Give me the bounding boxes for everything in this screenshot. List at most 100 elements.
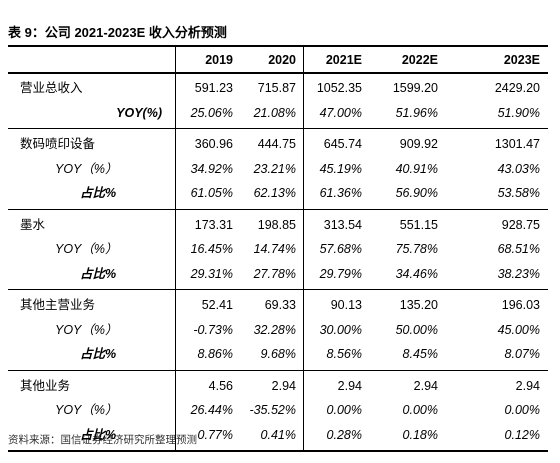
row-label: 占比% [80, 266, 117, 281]
cell-value: 51.96% [395, 105, 438, 120]
cell-value: 909.92 [399, 137, 438, 151]
cell-value: 38.23% [497, 266, 540, 281]
cell-value: 0.18% [402, 427, 438, 442]
cell-value: 8.45% [402, 347, 438, 361]
cell-value: 173.31 [194, 217, 233, 232]
cell-value: -35.52% [249, 403, 296, 417]
cell-value: 34.92% [190, 161, 233, 176]
cell-value: 551.15 [399, 217, 438, 232]
group-rule [8, 369, 548, 371]
cell-value: 16.45% [190, 242, 233, 256]
cell-value: 14.74% [253, 242, 296, 256]
row-label: 数码喷印设备 [20, 137, 96, 151]
cell-value: 0.12% [504, 427, 540, 442]
cell-value: 61.36% [319, 186, 362, 200]
cell-value: 591.23 [194, 81, 233, 95]
row-label: 占比% [80, 186, 117, 200]
row-label: YOY（%） [55, 242, 118, 256]
cell-value: 0.77% [197, 427, 233, 442]
cell-value: 45.00% [497, 322, 540, 337]
cell-value: 0.28% [326, 427, 362, 442]
top-rule [8, 45, 548, 47]
column-header: 2023E [503, 53, 540, 67]
row-label: YOY（%） [55, 161, 118, 176]
cell-value: 32.28% [253, 322, 296, 337]
cell-value: 1599.20 [392, 81, 438, 95]
row-label: YOY（%） [55, 403, 118, 417]
cell-value: 1301.47 [494, 137, 540, 151]
cell-value: 29.79% [319, 266, 362, 281]
row-label: YOY（%） [55, 322, 118, 337]
cell-value: -0.73% [193, 322, 233, 337]
cell-value: 715.87 [257, 81, 296, 95]
cell-value: 50.00% [395, 322, 438, 337]
cell-value: 43.03% [497, 161, 540, 176]
row-label: YOY(%) [116, 105, 162, 120]
group-rule [8, 208, 548, 210]
cell-value: 196.03 [501, 298, 540, 312]
row-label: 营业总收入 [20, 81, 83, 95]
cell-value: 53.58% [497, 186, 540, 200]
group-rule [8, 128, 548, 129]
column-divider [175, 46, 176, 450]
cell-value: 2.94 [515, 378, 540, 393]
cell-value: 135.20 [399, 298, 438, 312]
header-rule [8, 72, 548, 74]
row-label: 占比% [80, 347, 117, 361]
cell-value: 56.90% [395, 186, 438, 200]
row-label: 其他业务 [20, 378, 71, 393]
cell-value: 198.85 [257, 217, 296, 232]
cell-value: 1052.35 [316, 81, 362, 95]
cell-value: 26.44% [190, 403, 233, 417]
cell-value: 40.91% [395, 161, 438, 176]
cell-value: 0.41% [260, 427, 296, 442]
cell-value: 57.68% [319, 242, 362, 256]
cell-value: 45.19% [319, 161, 362, 176]
cell-value: 2.94 [271, 378, 296, 393]
cell-value: 2.94 [337, 378, 362, 393]
cell-value: 8.56% [326, 347, 362, 361]
cell-value: 30.00% [319, 322, 362, 337]
column-header: 2022E [401, 53, 438, 67]
cell-value: 0.00% [326, 403, 362, 417]
cell-value: 645.74 [323, 137, 362, 151]
cell-value: 27.78% [253, 266, 296, 281]
cell-value: 0.00% [504, 403, 540, 417]
cell-value: 34.46% [395, 266, 438, 281]
source-note: 资料来源：国信证券经济研究所整理预测 [8, 434, 197, 446]
cell-value: 444.75 [257, 137, 296, 151]
cell-value: 61.05% [190, 186, 233, 200]
row-label: 其他主营业务 [20, 298, 96, 312]
cell-value: 21.08% [253, 105, 296, 120]
cell-value: 69.33 [264, 298, 296, 312]
cell-value: 52.41 [201, 298, 233, 312]
cell-value: 51.90% [497, 105, 540, 120]
cell-value: 313.54 [323, 217, 362, 232]
column-header: 2019 [205, 53, 233, 67]
column-header: 2020 [268, 53, 296, 67]
column-divider [303, 46, 304, 450]
cell-value: 25.06% [190, 105, 233, 120]
cell-value: 47.00% [319, 105, 362, 120]
table-title: 表 9：公司 2021-2023E 收入分析预测 [8, 25, 227, 40]
cell-value: 8.07% [504, 347, 540, 361]
row-label: 墨水 [20, 217, 46, 232]
cell-value: 0.00% [402, 403, 438, 417]
cell-value: 23.21% [253, 161, 296, 176]
cell-value: 62.13% [253, 186, 296, 200]
cell-value: 2429.20 [494, 81, 540, 95]
cell-value: 29.31% [190, 266, 233, 281]
row-label: 占比% [80, 427, 117, 442]
cell-value: 4.56 [208, 378, 233, 393]
cell-value: 68.51% [497, 242, 540, 256]
cell-value: 360.96 [194, 137, 233, 151]
cell-value: 9.68% [260, 347, 296, 361]
column-header: 2021E [325, 53, 362, 67]
cell-value: 75.78% [395, 242, 438, 256]
cell-value: 928.75 [501, 217, 540, 232]
group-rule [8, 450, 548, 452]
cell-value: 2.94 [413, 378, 438, 393]
cell-value: 90.13 [330, 298, 362, 312]
group-rule [8, 289, 548, 290]
